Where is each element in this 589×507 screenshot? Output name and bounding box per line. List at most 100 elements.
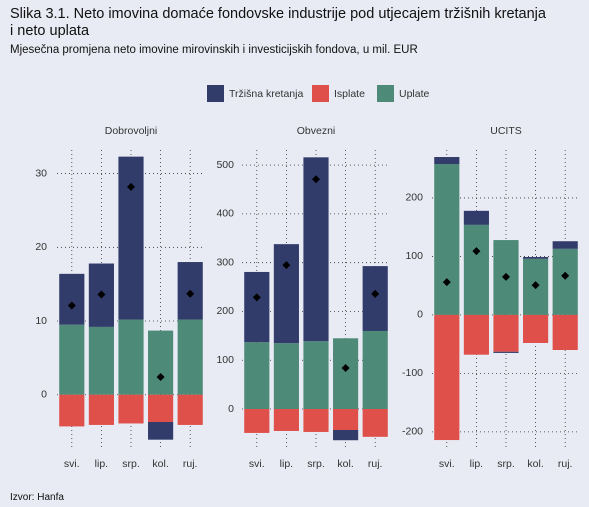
- bar-segment: [59, 324, 85, 395]
- x-tick-label: lip.: [280, 458, 293, 470]
- bar-segment: [362, 330, 388, 410]
- bar-segment: [523, 257, 549, 259]
- bar-segment: [463, 210, 489, 225]
- bar-segment: [244, 271, 270, 343]
- y-tick-label: 200: [405, 192, 423, 204]
- bar-segment: [303, 409, 329, 432]
- net-marker: [472, 247, 481, 256]
- x-tick-label: lip.: [470, 458, 483, 470]
- net-marker: [67, 301, 76, 310]
- net-marker: [127, 182, 135, 191]
- bar-segment: [59, 273, 85, 325]
- y-tick-label: 0: [41, 388, 47, 400]
- bar-segment: [303, 341, 329, 410]
- bar-segment: [177, 319, 203, 395]
- bar-segment: [362, 266, 388, 331]
- bar-segment: [463, 314, 489, 355]
- facet-title: Obvezni: [297, 125, 336, 137]
- net-marker: [156, 373, 165, 382]
- legend-label: Tržišna kretanja: [229, 88, 303, 100]
- bar-segment: [148, 394, 174, 422]
- bar-segment: [148, 421, 174, 440]
- x-tick-label: srp.: [122, 458, 140, 470]
- net-marker: [312, 175, 320, 184]
- x-tick-label: srp.: [497, 458, 515, 470]
- x-tick-label: ruj.: [183, 458, 198, 470]
- y-tick-label: 0: [417, 309, 423, 321]
- y-tick-label: 500: [216, 159, 234, 171]
- legend-swatch: [312, 85, 329, 102]
- bar-segment: [552, 248, 578, 315]
- bar-segment: [493, 314, 519, 352]
- x-tick-label: ruj.: [558, 458, 573, 470]
- bar-segment: [118, 156, 144, 320]
- bar-segment: [303, 157, 329, 342]
- net-marker: [442, 278, 451, 287]
- x-tick-label: kol.: [527, 458, 543, 470]
- bar-segment: [434, 164, 460, 315]
- net-marker: [97, 290, 106, 299]
- y-tick-label: 0: [228, 403, 234, 415]
- y-tick-label: 10: [35, 315, 47, 327]
- x-tick-label: kol.: [152, 458, 168, 470]
- net-marker: [531, 281, 540, 290]
- net-marker: [341, 364, 350, 373]
- net-marker: [371, 289, 380, 298]
- y-tick-label: 100: [216, 354, 234, 366]
- x-tick-label: svi.: [439, 458, 455, 470]
- bar-segment: [118, 319, 144, 395]
- bar-segment: [333, 430, 359, 441]
- y-tick-label: 200: [216, 305, 234, 317]
- bar-segment: [88, 394, 114, 425]
- bar-segment: [59, 394, 85, 427]
- y-tick-label: 400: [216, 208, 234, 220]
- bar-segment: [244, 342, 270, 410]
- bar-segment: [148, 330, 174, 395]
- net-marker: [186, 289, 195, 298]
- bar-segment: [463, 224, 489, 315]
- x-tick-label: srp.: [307, 458, 325, 470]
- net-marker: [252, 293, 261, 302]
- facet-title: Dobrovoljni: [105, 125, 158, 137]
- bar-segment: [362, 409, 388, 437]
- bar-segment: [552, 241, 578, 249]
- bar-segment: [273, 244, 299, 344]
- bar-segment: [434, 314, 460, 441]
- bar-segment: [333, 338, 359, 410]
- net-marker: [282, 261, 291, 270]
- source: Izvor: Hanfa: [10, 492, 64, 503]
- bar-segment: [88, 326, 114, 395]
- x-tick-label: svi.: [64, 458, 80, 470]
- y-tick-label: -200: [402, 426, 423, 438]
- legend-swatch: [207, 85, 224, 102]
- y-tick-label: -100: [402, 367, 423, 379]
- title: Slika 3.1. Neto imovina domaće fondovske…: [10, 6, 546, 39]
- bar-segment: [493, 351, 519, 353]
- bar-segment: [118, 394, 144, 424]
- bar-segment: [523, 314, 549, 343]
- subtitle: Mjesečna promjena neto imovine mirovinsk…: [10, 44, 418, 56]
- bar-segment: [552, 314, 578, 350]
- net-marker: [561, 271, 570, 280]
- y-tick-label: 30: [35, 167, 47, 179]
- bar-segment: [177, 394, 203, 425]
- bar-segment: [273, 343, 299, 410]
- facet-title: UCITS: [490, 125, 522, 137]
- legend-label: Isplate: [334, 88, 365, 100]
- y-tick-label: 20: [35, 241, 47, 253]
- x-tick-label: ruj.: [368, 458, 383, 470]
- legend-swatch: [377, 85, 394, 102]
- bar-segment: [244, 409, 270, 433]
- x-tick-label: lip.: [95, 458, 108, 470]
- net-marker: [502, 272, 510, 281]
- bar-segment: [434, 157, 460, 165]
- x-tick-label: kol.: [337, 458, 353, 470]
- y-tick-label: 100: [405, 250, 423, 262]
- y-tick-label: 300: [216, 256, 234, 268]
- legend-label: Uplate: [399, 88, 430, 100]
- bar-segment: [273, 409, 299, 431]
- x-tick-label: svi.: [249, 458, 265, 470]
- bar-segment: [333, 409, 359, 430]
